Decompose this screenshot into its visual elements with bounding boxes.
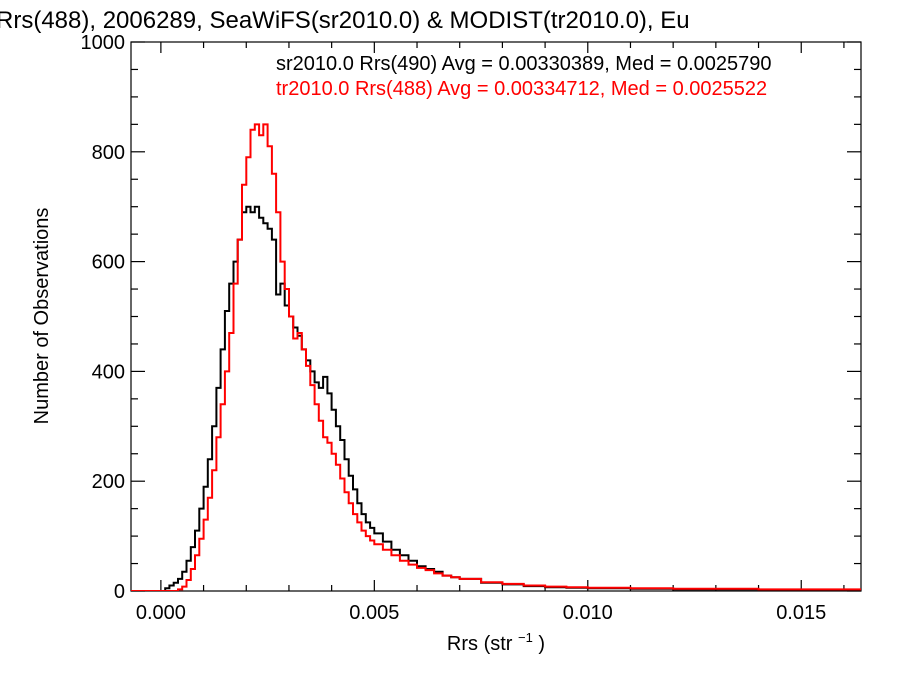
y-tick-label: 0 <box>114 581 125 603</box>
chart-title: Rrs(488), 2006289, SeaWiFS(sr2010.0) & M… <box>0 7 690 34</box>
y-tick-label: 1000 <box>81 32 126 54</box>
x-tick-label: 0.015 <box>776 602 826 624</box>
plot-frame <box>130 41 862 592</box>
y-tick-label: 600 <box>92 252 125 274</box>
legend-entry-tr2010: tr2010.0 Rrs(488) Avg = 0.00334712, Med … <box>276 78 767 100</box>
x-tick-label: 0.005 <box>349 602 399 624</box>
series-line-sr2010 <box>131 205 861 591</box>
x-axis-label: Rrs (str −1 ) <box>447 625 545 655</box>
y-tick-label: 800 <box>92 142 125 164</box>
x-axis-label-main: Rrs (str <box>447 633 513 655</box>
y-tick-label: 200 <box>92 471 125 493</box>
x-tick-label: 0.000 <box>136 602 186 624</box>
legend-entry-sr2010: sr2010.0 Rrs(490) Avg = 0.00330389, Med … <box>276 53 772 75</box>
axis-tick-labels: 0.000 0.005 0.010 0.015 0 200 400 600 800 1000 <box>81 32 827 624</box>
x-tick-label: 0.010 <box>563 602 613 624</box>
series-line-tr2010 <box>131 123 861 591</box>
x-axis-label-end: ) <box>538 633 545 655</box>
y-axis-label: Number of Observations <box>31 208 53 425</box>
y-tick-label: 400 <box>92 361 125 383</box>
axis-ticks <box>131 41 861 592</box>
x-axis-label-sup: −1 <box>518 630 533 645</box>
